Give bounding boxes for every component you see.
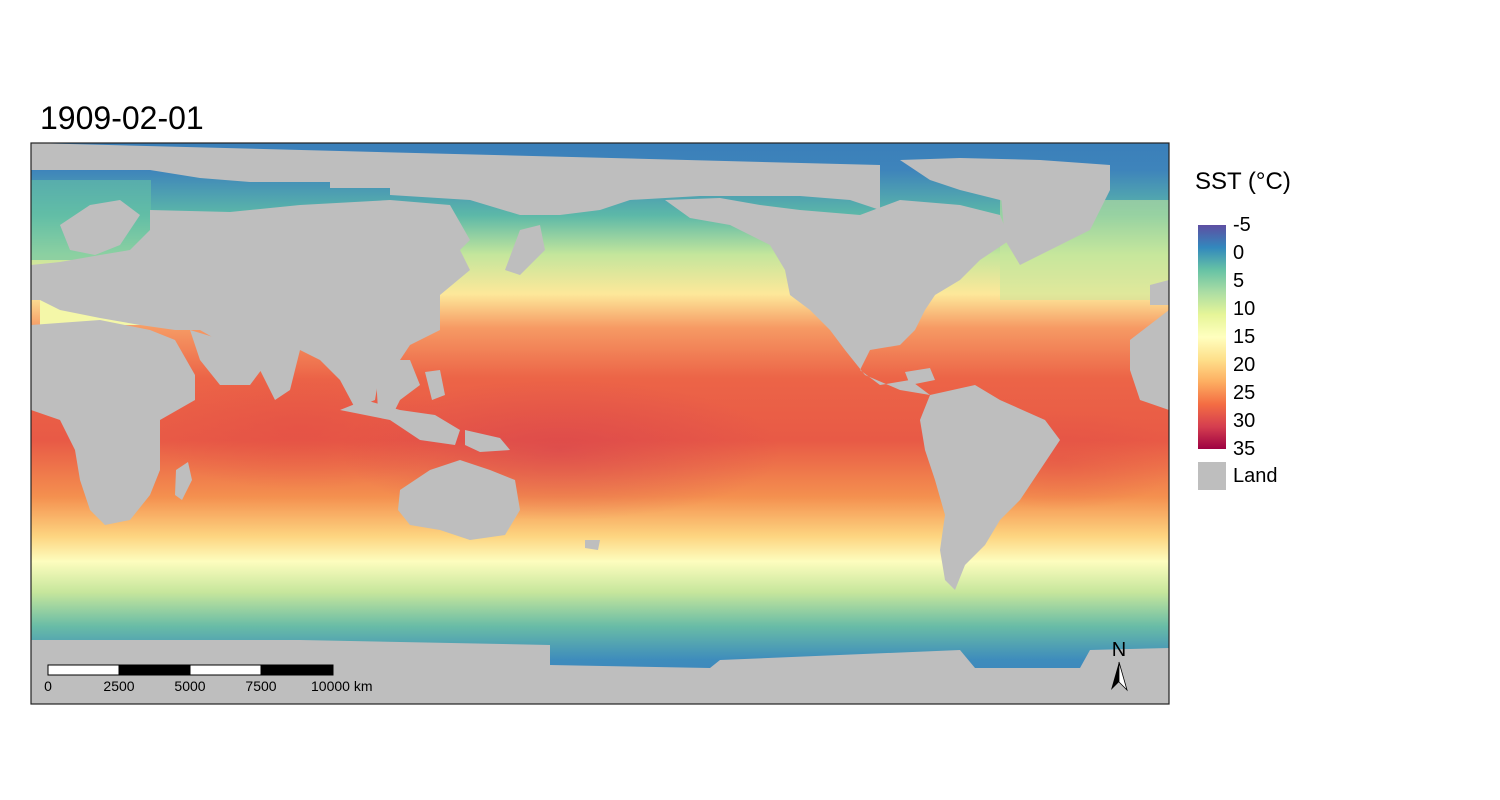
map-title: 1909-02-01 xyxy=(40,100,204,136)
scale-segment-2 xyxy=(118,664,191,676)
legend: SST (°C) -5 0 5 10 15 20 25 30 35 Land xyxy=(1195,168,1395,508)
scale-label-2500: 2500 xyxy=(103,678,134,694)
antarctica xyxy=(31,640,1169,704)
australia xyxy=(398,460,520,540)
north-america xyxy=(665,198,1010,395)
africa xyxy=(31,320,195,525)
scandinavia xyxy=(60,200,140,255)
iberia xyxy=(1150,280,1169,305)
indonesia xyxy=(340,400,460,445)
scale-label-7500: 7500 xyxy=(245,678,276,694)
madagascar xyxy=(175,462,192,500)
japan xyxy=(505,225,545,275)
north-label: N xyxy=(1112,639,1126,661)
legend-tick-5: 5 xyxy=(1233,270,1245,292)
south-america xyxy=(920,385,1060,590)
legend-tick-minus5: -5 xyxy=(1233,214,1251,236)
legend-tick-30: 30 xyxy=(1233,410,1256,432)
scale-segment-1 xyxy=(47,664,120,676)
legend-tick-0: 0 xyxy=(1233,242,1245,264)
arabia xyxy=(190,330,265,385)
new-zealand xyxy=(585,540,600,550)
legend-tick-25: 25 xyxy=(1233,382,1256,404)
land-swatch xyxy=(1198,462,1226,490)
north-arrow: N xyxy=(1111,639,1128,692)
indochina xyxy=(375,360,420,420)
legend-tick-15: 15 xyxy=(1233,326,1256,348)
eurasia xyxy=(31,143,880,408)
north-arrow-half xyxy=(1118,661,1128,692)
land-label: Land xyxy=(1233,465,1278,487)
scale-label-5000: 5000 xyxy=(174,678,205,694)
legend-title: SST (°C) xyxy=(1195,168,1291,195)
legend-tick-35: 35 xyxy=(1233,438,1256,460)
new-guinea xyxy=(465,430,510,452)
west-africa xyxy=(1130,310,1169,410)
scale-segment-3 xyxy=(189,664,262,676)
scale-segment-4 xyxy=(260,664,334,676)
scale-label-10000: 10000 km xyxy=(311,678,372,694)
scale-label-0: 0 xyxy=(44,678,52,694)
map-frame xyxy=(30,142,1170,705)
legend-colorbar xyxy=(1198,225,1226,449)
greenland xyxy=(1000,175,1110,265)
caribbean xyxy=(905,368,935,385)
land-layer xyxy=(31,143,1169,704)
legend-tick-10: 10 xyxy=(1233,298,1256,320)
philippines xyxy=(425,370,445,400)
legend-tick-20: 20 xyxy=(1233,354,1256,376)
scale-bar: 0 2500 5000 7500 10000 km xyxy=(44,664,372,694)
